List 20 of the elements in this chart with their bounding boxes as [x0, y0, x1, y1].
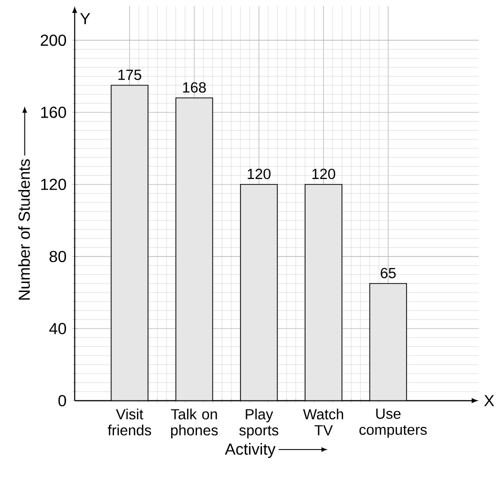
- annotation: Y: [80, 13, 90, 24]
- y-tick-label: 200: [40, 34, 66, 46]
- y-tick-label: 40: [49, 322, 66, 334]
- data-label: 175: [118, 70, 142, 80]
- text: X: [484, 395, 494, 406]
- x-axis-title: Activity: [224, 443, 276, 458]
- y-tick-label: 160: [41, 106, 66, 118]
- data-label: 120: [248, 168, 271, 180]
- x-tick-label: Watch TV: [303, 408, 344, 436]
- x-tick-label: Visit friends: [108, 408, 152, 436]
- x-tick-label: Talk on phones: [170, 408, 218, 438]
- data-label: 168: [183, 82, 206, 93]
- x-tick-label: Use computers: [359, 408, 427, 438]
- y-tick-label: 80: [50, 250, 66, 262]
- data-label: 120: [312, 168, 336, 180]
- data-label: 65: [380, 268, 396, 278]
- y-tick-label: 0: [58, 394, 66, 406]
- y-axis-title: Number of Students: [18, 159, 30, 300]
- x-tick-label: Play sports: [239, 408, 278, 438]
- y-tick-label: 120: [41, 178, 66, 190]
